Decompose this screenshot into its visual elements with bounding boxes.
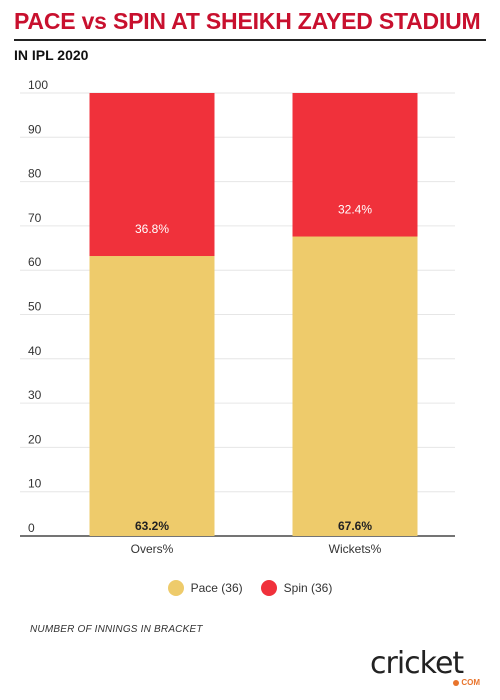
y-tick-label: 90	[28, 122, 42, 136]
data-label: 36.8%	[135, 222, 169, 236]
y-tick-label: 60	[28, 255, 42, 269]
data-label: 67.6%	[338, 519, 372, 533]
y-tick-label: 10	[28, 477, 42, 491]
x-tick-label: Wickets%	[329, 542, 382, 556]
y-tick-label: 50	[28, 300, 42, 314]
legend: Pace (36) Spin (36)	[0, 578, 500, 598]
bar-pace-overs	[89, 256, 215, 536]
title-underline	[14, 39, 486, 41]
bar-pace-wickets	[292, 236, 418, 537]
chart-subtitle: IN IPL 2020	[14, 47, 89, 63]
y-tick-label: 70	[28, 211, 42, 225]
data-label: 63.2%	[135, 519, 169, 533]
legend-swatch-spin	[260, 580, 277, 596]
legend-label-spin: Spin (36)	[283, 581, 333, 595]
x-tick-label: Overs%	[131, 542, 174, 556]
legend-item-pace[interactable]: Pace (36)	[167, 580, 243, 596]
footnote: NUMBER OF INNINGS IN BRACKET	[30, 624, 203, 635]
logo-dot-icon	[453, 679, 460, 686]
data-label: 32.4%	[338, 203, 372, 217]
y-tick-label: 80	[28, 167, 42, 181]
logo-domain: COM	[453, 678, 480, 687]
legend-swatch-pace	[167, 580, 184, 596]
y-tick-label: 30	[28, 388, 42, 402]
bar-spin-wickets	[292, 93, 418, 237]
logo-domain-text: COM	[461, 678, 480, 687]
legend-item-spin[interactable]: Spin (36)	[260, 580, 333, 596]
y-tick-label: 40	[28, 344, 42, 358]
cricket-com-logo: cricket COM	[370, 648, 486, 688]
legend-label-pace: Pace (36)	[190, 581, 243, 595]
logo-wordmark: cricket	[370, 646, 464, 681]
bar-spin-overs	[89, 93, 215, 257]
chart-title: PACE vs SPIN AT SHEIKH ZAYED STADIUM	[14, 8, 481, 34]
y-tick-label: 100	[28, 78, 48, 92]
y-tick-label: 0	[28, 521, 35, 535]
y-tick-label: 20	[28, 432, 42, 446]
